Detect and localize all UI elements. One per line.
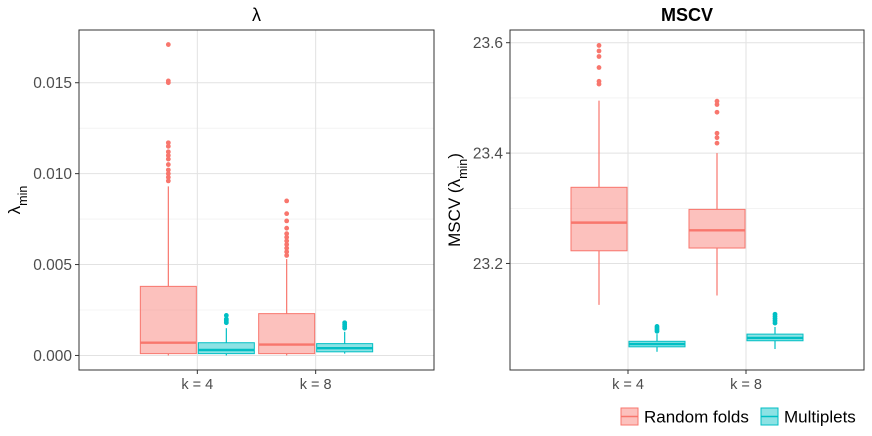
y-axis-label-main: MSCV (λ (445, 178, 464, 247)
outlier-point (165, 153, 171, 158)
outlier-point (284, 234, 290, 240)
outlier-point (284, 238, 290, 244)
x-tick-label: k = 8 (730, 377, 762, 393)
outlier-point (284, 211, 290, 217)
panel-title: MSCV (661, 5, 713, 25)
y-axis-label: MSCV (λmin) (445, 153, 470, 247)
outlier-point (165, 80, 171, 86)
outlier-point (284, 242, 290, 247)
boxplot-random-folds-2 (688, 98, 746, 296)
outlier-point (165, 156, 171, 162)
y-tick-label: 23.2 (473, 256, 503, 273)
outlier-point (596, 48, 602, 54)
legend: Random folds Multiplets (620, 407, 856, 427)
y-tick-label: 0.010 (33, 166, 72, 183)
outlier-point (284, 231, 290, 237)
x-tick-label: k = 8 (300, 377, 332, 393)
panel-border (509, 29, 865, 371)
outlier-point (714, 98, 720, 104)
y-tick-label: 23.6 (473, 35, 503, 52)
outlier-point (714, 109, 720, 115)
legend-key-multiplets: Multiplets (760, 407, 856, 427)
outlier-point (165, 143, 171, 149)
y-axis-label-subscript: min (16, 186, 30, 206)
outlier-point (284, 225, 290, 231)
boxplot-random-folds-1 (570, 43, 628, 305)
boxplot-multiplets-1 (197, 313, 255, 356)
boxplot-multiplets-2 (316, 320, 374, 354)
legend-label: Random folds (644, 408, 749, 427)
legend-label: Multiplets (784, 408, 856, 427)
outlier-point (165, 42, 171, 47)
outlier-point (284, 198, 290, 204)
panel-border (78, 29, 435, 371)
x-tick-label: k = 4 (612, 377, 644, 393)
panel-title: λ (252, 5, 261, 25)
boxplot-random-folds-1 (139, 42, 197, 356)
legend-key-random-folds: Random folds (620, 407, 749, 427)
outlier-point (284, 245, 290, 251)
y-tick-label: 0.015 (33, 75, 72, 92)
boxplot-multiplets-2 (746, 311, 804, 350)
box (258, 313, 316, 355)
boxplot-multiplets-1 (628, 323, 686, 352)
outlier-point (165, 140, 171, 146)
outlier-point (654, 328, 660, 334)
outlier-point (223, 320, 229, 326)
outlier-point (165, 171, 171, 177)
x-tick-label: k = 4 (181, 377, 213, 393)
outlier-point (223, 313, 229, 318)
box (688, 208, 746, 249)
outlier-point (342, 325, 348, 331)
outlier-point (165, 178, 171, 184)
mscv-panel: 23.2 23.4 23.6 k = 4 k = 8 MSCV MSCV (λmin) (445, 5, 865, 393)
outlier-point (714, 102, 720, 107)
outlier-point (714, 140, 720, 146)
box (570, 186, 628, 252)
outlier-point (714, 135, 720, 141)
box (197, 342, 255, 355)
outlier-point (284, 253, 290, 258)
outlier-point (772, 320, 778, 326)
outlier-point (714, 130, 720, 136)
y-tick-label: 23.4 (473, 146, 504, 163)
outlier-point (596, 54, 602, 59)
outlier-point (165, 162, 171, 167)
y-axis-label-main: λ (5, 205, 24, 214)
outlier-point (165, 149, 171, 155)
outlier-point (596, 43, 602, 48)
y-tick-label: 0.005 (33, 257, 72, 274)
outlier-point (284, 249, 290, 255)
y-axis-label-end: ) (445, 153, 464, 159)
y-tick-label: 0.000 (33, 348, 72, 365)
outlier-point (165, 167, 171, 173)
y-axis-label: λmin (5, 186, 30, 215)
boxplot-random-folds-2 (258, 198, 316, 356)
plot-area (510, 30, 864, 370)
outlier-point (596, 81, 602, 87)
plot-area (79, 30, 434, 370)
outlier-point (596, 65, 602, 70)
outlier-point (284, 218, 290, 224)
outlier-point (165, 174, 171, 180)
y-axis-label-subscript: min (456, 159, 470, 179)
